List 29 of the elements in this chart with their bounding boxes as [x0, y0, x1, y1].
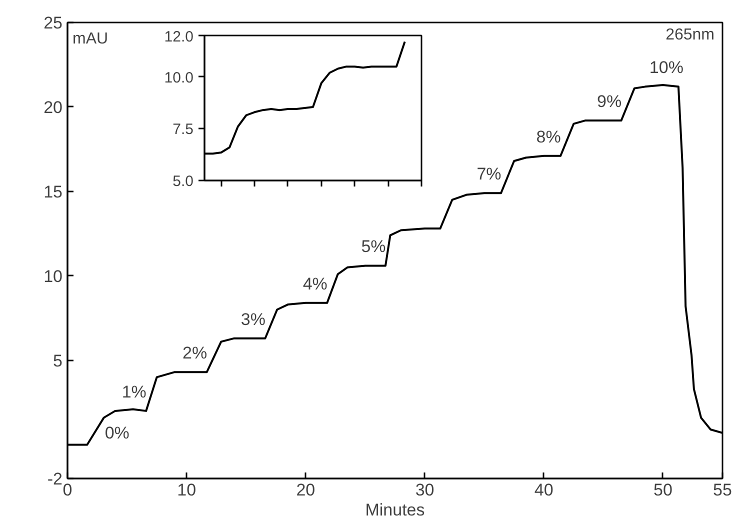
x-tick-label: 55 [713, 480, 732, 500]
x-axis-title: Minutes [365, 500, 425, 520]
annotation: 9% [596, 92, 622, 111]
y-axis-title: mAU [72, 30, 108, 48]
y-tick-label: 10 [44, 266, 63, 286]
annotation: 1% [122, 382, 146, 402]
annotation: 2% [182, 344, 208, 363]
y-tick-label: 5 [53, 351, 63, 370]
y-tick-label: 10.0 [164, 69, 194, 86]
annotation: 265nm [666, 26, 714, 44]
x-tick-label: 0 [62, 480, 72, 500]
x-tick-label: 50 [654, 480, 672, 500]
annotation: 7% [476, 164, 502, 184]
annotation: 5% [361, 237, 386, 256]
x-tick-label: 30 [415, 480, 434, 500]
annotation: 0% [104, 423, 130, 442]
annotation: 8% [536, 127, 561, 146]
x-tick-label: 40 [534, 480, 554, 500]
x-tick-label: 20 [296, 480, 316, 500]
y-tick-label: 15 [44, 182, 63, 202]
y-tick-label: 5.0 [172, 173, 194, 190]
y-tick-label: 7.5 [172, 121, 194, 138]
y-tick-label: -2 [47, 470, 63, 488]
y-tick-label: 25 [44, 14, 63, 32]
y-tick-label: 20 [44, 98, 63, 117]
annotation: 3% [240, 310, 266, 329]
y-tick-label: 12.0 [164, 28, 194, 46]
annotation: 4% [302, 274, 328, 294]
annotation: 10% [649, 58, 684, 78]
